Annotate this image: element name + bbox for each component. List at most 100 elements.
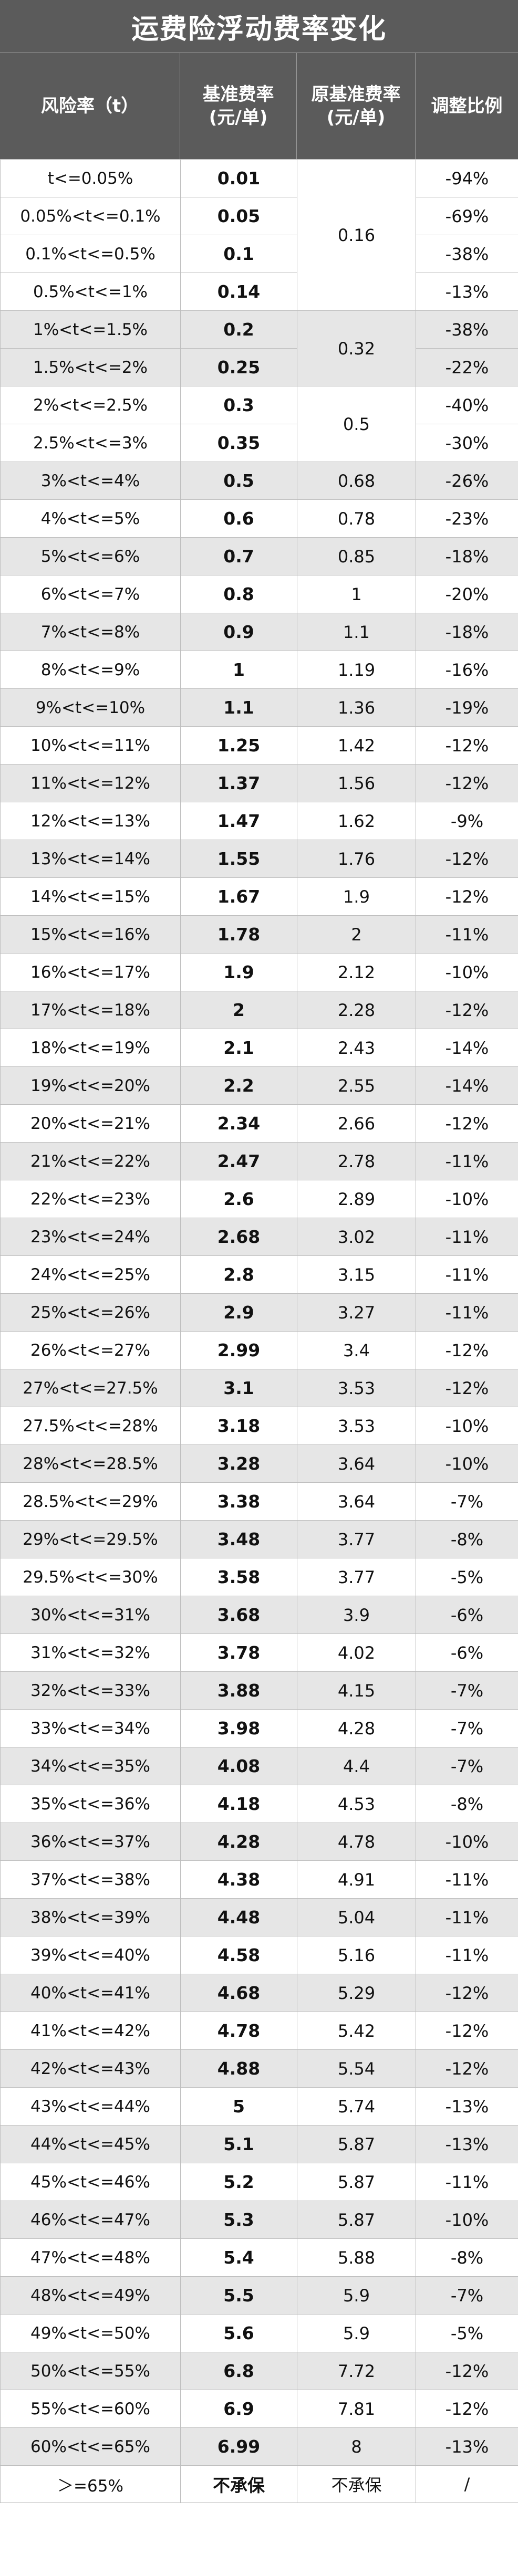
original-rate-cell: 5.16 [297, 1936, 416, 1974]
table-row: 7%<t<=8% 0.9 1.1 -18% [0, 613, 518, 651]
original-rate-cell: 1.76 [297, 840, 416, 878]
adjust-ratio-cell: -12% [416, 1331, 518, 1369]
risk-rate-cell: t<=0.05% [0, 159, 181, 197]
base-rate-cell: 4.38 [180, 1860, 297, 1899]
base-rate-cell: 6.8 [180, 2352, 297, 2390]
table-row: 28%<t<=28.5% 3.28 3.64 -10% [0, 1444, 518, 1483]
base-rate-cell: 3.78 [180, 1633, 297, 1672]
table-row: 44%<t<=45% 5.1 5.87 -13% [0, 2125, 518, 2163]
original-rate-cell: 1.56 [297, 764, 416, 802]
adjust-ratio-cell: -11% [416, 1898, 518, 1936]
risk-rate-cell: 29%<t<=29.5% [0, 1520, 181, 1558]
base-rate-cell: 0.25 [180, 348, 297, 386]
risk-rate-cell: 60%<t<=65% [0, 2427, 181, 2466]
adjust-ratio-cell: -13% [416, 2427, 518, 2466]
original-rate-cell: 7.72 [297, 2352, 416, 2390]
base-rate-cell: 3.1 [180, 1369, 297, 1407]
risk-rate-cell: 22%<t<=23% [0, 1180, 181, 1218]
table-row: 50%<t<=55% 6.8 7.72 -12% [0, 2352, 518, 2390]
adjust-ratio-cell: -10% [416, 1407, 518, 1445]
risk-rate-cell: 1.5%<t<=2% [0, 348, 181, 386]
original-rate-cell: 2.89 [297, 1180, 416, 1218]
original-rate-cell: 3.4 [297, 1331, 416, 1369]
table-row: 15%<t<=16% 1.78 2 -11% [0, 915, 518, 954]
adjust-ratio-cell: -20% [416, 575, 518, 613]
table-row: 41%<t<=42% 4.78 5.42 -12% [0, 2012, 518, 2050]
original-rate-cell: 1.19 [297, 651, 416, 689]
adjust-ratio-cell: -12% [416, 764, 518, 802]
table-row: 11%<t<=12% 1.37 1.56 -12% [0, 764, 518, 802]
table-row: 12%<t<=13% 1.47 1.62 -9% [0, 802, 518, 840]
original-rate-cell: 3.64 [297, 1444, 416, 1483]
table-row: 18%<t<=19% 2.1 2.43 -14% [0, 1029, 518, 1067]
adjust-ratio-cell: -8% [416, 1520, 518, 1558]
base-rate-cell: 3.98 [180, 1709, 297, 1747]
risk-rate-cell: 9%<t<=10% [0, 688, 181, 727]
adjust-ratio-cell: -11% [416, 1218, 518, 1256]
original-rate-cell: 4.28 [297, 1709, 416, 1747]
base-rate-cell: 1.47 [180, 802, 297, 840]
table-row: 27.5%<t<=28% 3.18 3.53 -10% [0, 1407, 518, 1445]
base-rate-cell: 5 [180, 2087, 297, 2125]
base-rate-cell: 6.9 [180, 2390, 297, 2428]
adjust-ratio-cell: -7% [416, 1482, 518, 1521]
table-row: t<=0.05% 0.01 0.16 -94% [0, 159, 518, 311]
table-row: 0.1%<t<=0.5% 0.1 -38% [0, 235, 518, 273]
adjust-ratio-cell: -19% [416, 688, 518, 727]
base-rate-cell: 1.1 [180, 688, 297, 727]
table-row: 33%<t<=34% 3.98 4.28 -7% [0, 1709, 518, 1747]
adjust-ratio-cell: -9% [416, 802, 518, 840]
table-row: 48%<t<=49% 5.5 5.9 -7% [0, 2276, 518, 2315]
table-row: 25%<t<=26% 2.9 3.27 -11% [0, 1293, 518, 1332]
base-rate-cell: 4.08 [180, 1747, 297, 1785]
base-rate-cell: 0.6 [180, 499, 297, 538]
original-rate-cell: 1.62 [297, 802, 416, 840]
original-rate-cell: 0.85 [297, 537, 416, 575]
header-risk-rate: 风险率（t） [0, 53, 180, 159]
table-row: 9%<t<=10% 1.1 1.36 -19% [0, 688, 518, 727]
adjust-ratio-cell: -6% [416, 1633, 518, 1672]
table-row: 29%<t<=29.5% 3.48 3.77 -8% [0, 1520, 518, 1558]
adjust-ratio-cell: -30% [416, 424, 518, 462]
original-rate-cell: 3.64 [297, 1482, 416, 1521]
original-rate-cell: 3.9 [297, 1596, 416, 1634]
table-row: 49%<t<=50% 5.6 5.9 -5% [0, 2314, 518, 2352]
original-rate-cell: 0.68 [297, 462, 416, 500]
base-rate-cell: 6.99 [180, 2427, 297, 2466]
base-rate-cell: 4.28 [180, 1823, 297, 1861]
header-original-rate: 原基准费率 (元/单) [297, 53, 416, 159]
table-row: 60%<t<=65% 6.99 8 -13% [0, 2427, 518, 2466]
risk-rate-cell: 26%<t<=27% [0, 1331, 181, 1369]
base-rate-cell: 2.99 [180, 1331, 297, 1369]
risk-rate-cell: 0.5%<t<=1% [0, 273, 181, 311]
adjust-ratio-cell: -11% [416, 1142, 518, 1180]
original-rate-cell: 8 [297, 2427, 416, 2466]
base-rate-cell: 0.35 [180, 424, 297, 462]
base-rate-cell: 4.88 [180, 2049, 297, 2088]
adjust-ratio-cell: -38% [416, 235, 518, 273]
table-row: 35%<t<=36% 4.18 4.53 -8% [0, 1785, 518, 1823]
base-rate-cell: 5.1 [180, 2125, 297, 2163]
base-rate-cell: 4.48 [180, 1898, 297, 1936]
risk-rate-cell: 46%<t<=47% [0, 2201, 181, 2239]
original-rate-cell: 5.9 [297, 2314, 416, 2352]
risk-rate-cell: 17%<t<=18% [0, 991, 181, 1029]
risk-rate-cell: 37%<t<=38% [0, 1860, 181, 1899]
table-row: 27%<t<=27.5% 3.1 3.53 -12% [0, 1369, 518, 1407]
base-rate-cell: 2.6 [180, 1180, 297, 1218]
risk-rate-cell: 31%<t<=32% [0, 1633, 181, 1672]
original-rate-cell: 0.32 [297, 310, 416, 386]
table-row: 30%<t<=31% 3.68 3.9 -6% [0, 1596, 518, 1634]
table-row: 3%<t<=4% 0.5 0.68 -26% [0, 462, 518, 500]
adjust-ratio-cell: -7% [416, 1747, 518, 1785]
adjust-ratio-cell: -12% [416, 726, 518, 765]
adjust-ratio-cell: -12% [416, 2352, 518, 2390]
risk-rate-cell: 43%<t<=44% [0, 2087, 181, 2125]
risk-rate-cell: 39%<t<=40% [0, 1936, 181, 1974]
adjust-ratio-cell: -10% [416, 1823, 518, 1861]
base-rate-cell: 5.6 [180, 2314, 297, 2352]
base-rate-cell: 2.1 [180, 1029, 297, 1067]
risk-rate-cell: 12%<t<=13% [0, 802, 181, 840]
original-rate-cell: 4.91 [297, 1860, 416, 1899]
table-row: 38%<t<=39% 4.48 5.04 -11% [0, 1898, 518, 1936]
